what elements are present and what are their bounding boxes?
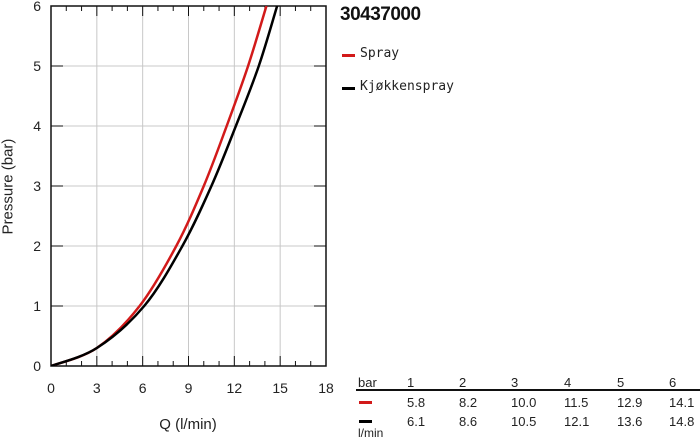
y-tick-label: 6 [33, 0, 41, 14]
legend-swatch-spray [342, 54, 355, 57]
y-tick-label: 2 [33, 238, 41, 254]
table-header-pressure: 1 [407, 375, 415, 390]
table-header-bar: bar [358, 375, 377, 390]
plot-frame [50, 5, 327, 367]
table-header-pressure: 6 [669, 375, 677, 390]
x-tick-label: 15 [272, 380, 288, 396]
series-line-kjokkenspray [51, 6, 279, 366]
table-cell: 13.6 [617, 414, 643, 429]
x-tick-label: 3 [93, 380, 101, 396]
table-cell: 10.0 [511, 395, 537, 410]
table-divider [356, 389, 700, 391]
table-unit-label: l/min [358, 426, 384, 440]
y-tick-label: 4 [33, 118, 41, 134]
table-header-pressure: 2 [459, 375, 467, 390]
table-cell: 14.8 [669, 414, 695, 429]
table-cell: 12.9 [617, 395, 643, 410]
table-header-pressure: 4 [564, 375, 572, 390]
y-axis-label: Pressure (bar) [0, 138, 17, 235]
x-tick-label: 12 [227, 380, 243, 396]
x-axis-label: Q (l/min) [159, 416, 217, 433]
y-tick-label: 5 [33, 58, 41, 74]
table-cell: 12.1 [564, 414, 590, 429]
x-tick-label: 9 [185, 380, 193, 396]
table-cell: 5.8 [407, 395, 426, 410]
table-cell: 10.5 [511, 414, 537, 429]
table-header-pressure: 5 [617, 375, 625, 390]
x-tick-label: 18 [318, 380, 334, 396]
table-cell: 8.2 [459, 395, 478, 410]
table-header-pressure: 3 [511, 375, 519, 390]
table-cell: 8.6 [459, 414, 478, 429]
y-tick-label: 0 [33, 358, 41, 374]
table-cell: 14.1 [669, 395, 695, 410]
legend-label-spray: Spray [360, 46, 400, 61]
row-swatch-kjokkenspray [359, 420, 372, 423]
table-cell: 11.5 [564, 395, 589, 410]
legend-label-kjokkenspray: Kjøkkenspray [360, 79, 454, 94]
row-swatch-spray [359, 401, 372, 404]
y-tick-label: 3 [33, 178, 41, 194]
table-cell: 6.1 [407, 414, 426, 429]
y-tick-label: 1 [33, 298, 41, 314]
x-tick-label: 6 [139, 380, 147, 396]
x-tick-label: 0 [47, 380, 55, 396]
chart-title: 30437000 [340, 4, 421, 25]
legend-swatch-kjokkenspray [342, 87, 355, 90]
